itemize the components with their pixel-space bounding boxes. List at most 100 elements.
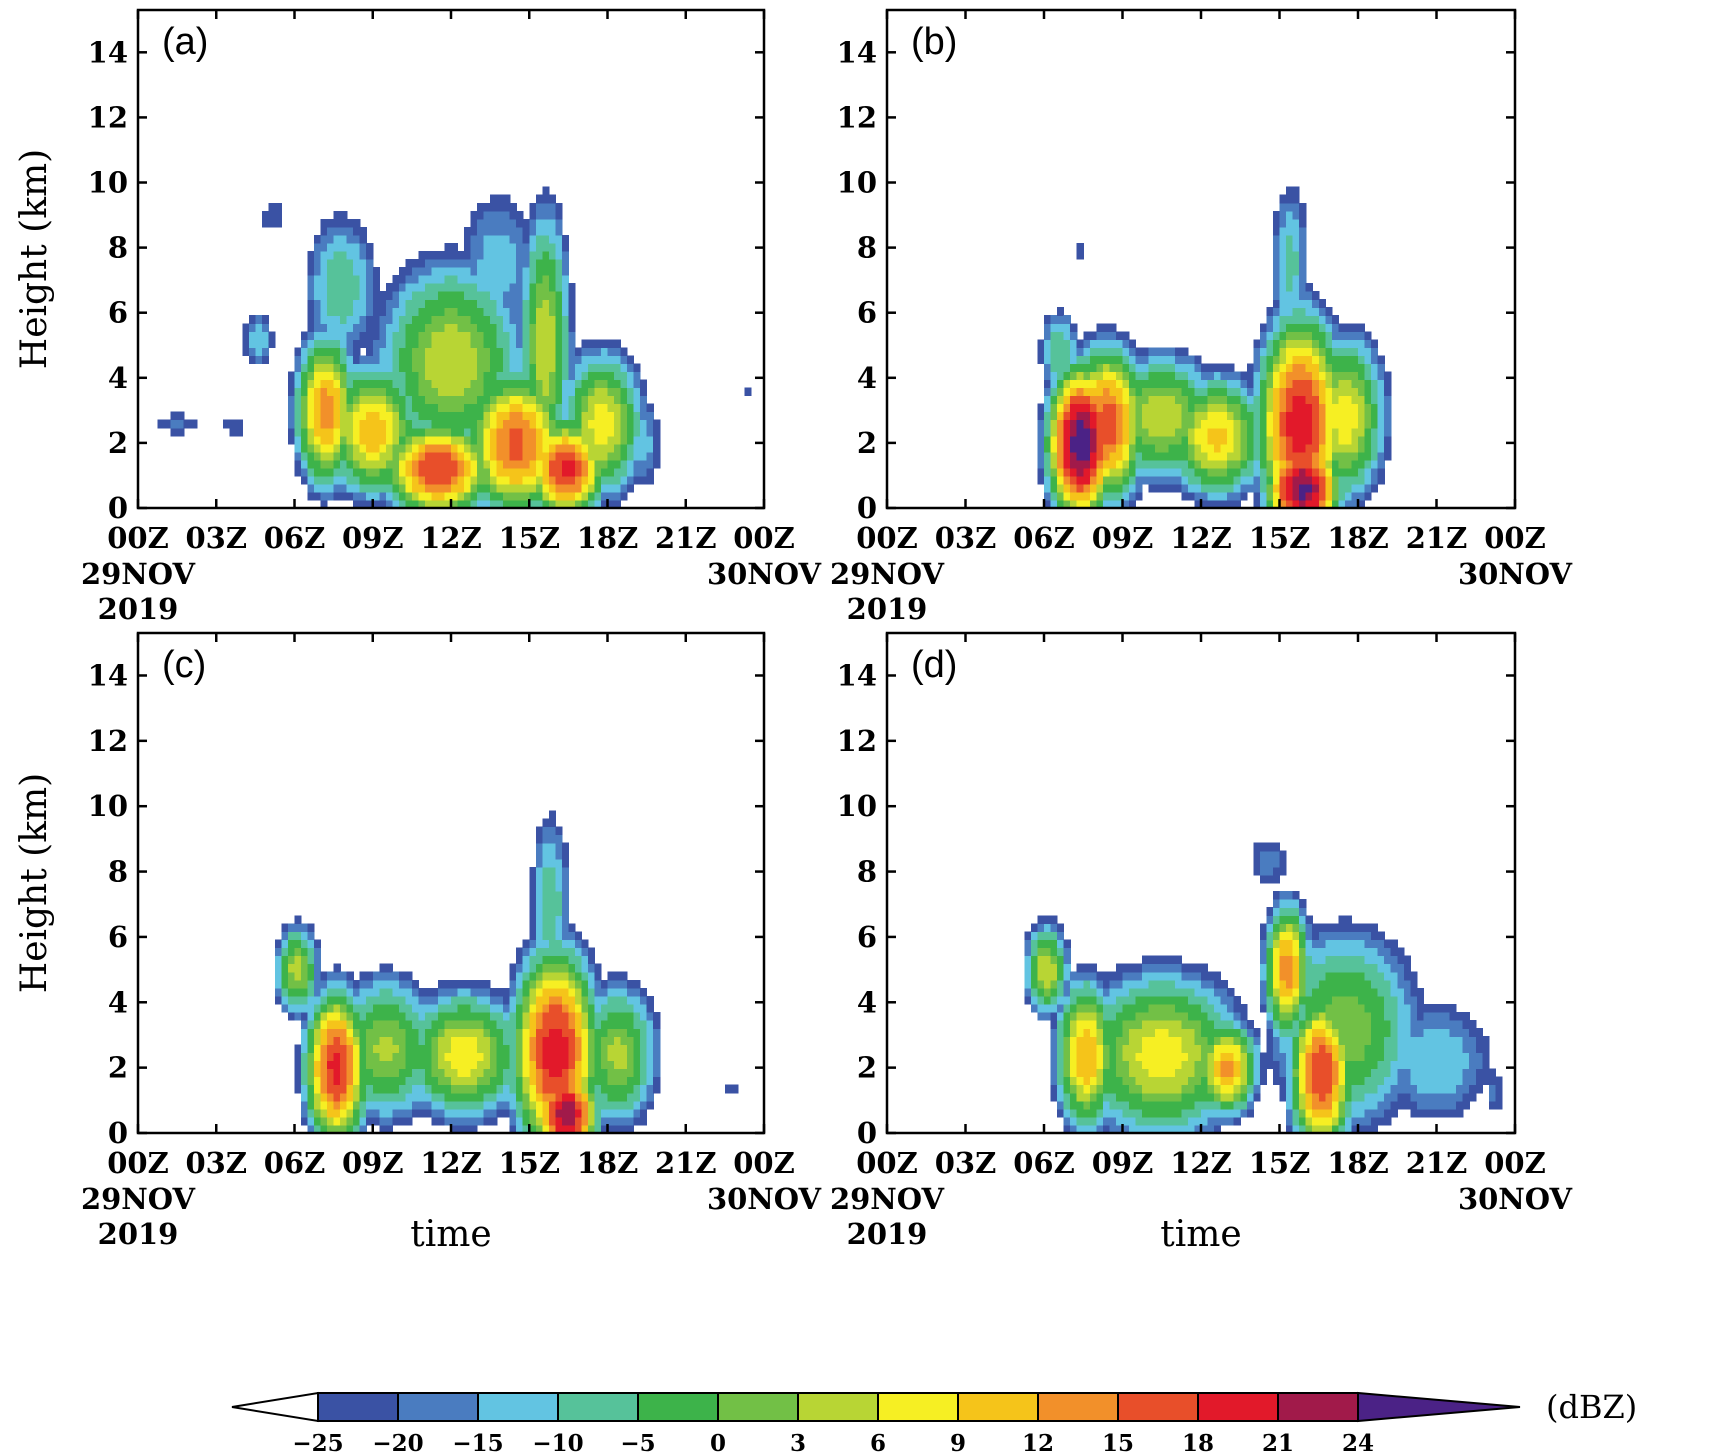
- contour-cell: [1325, 427, 1333, 437]
- contour-cell: [372, 331, 380, 340]
- contour-cell: [327, 1044, 335, 1053]
- contour-cell: [1266, 491, 1274, 501]
- contour-cell: [509, 250, 517, 260]
- contour-cell: [646, 1068, 654, 1078]
- contour-cell: [503, 419, 511, 429]
- contour-cell: [522, 331, 530, 340]
- contour-cell: [1037, 963, 1045, 973]
- contour-cell: [522, 371, 530, 381]
- contour-cell: [607, 1052, 615, 1062]
- contour-cell: [1063, 355, 1071, 365]
- contour-cell: [1279, 234, 1287, 244]
- contour-cell: [561, 1028, 569, 1037]
- contour-cell: [1044, 435, 1052, 445]
- contour-cell: [1246, 411, 1254, 421]
- contour-cell: [372, 419, 380, 429]
- contour-cell: [405, 387, 413, 397]
- contour-cell: [1161, 427, 1169, 437]
- contour-cell: [1168, 1100, 1176, 1110]
- y-axis-title: Height (km): [14, 773, 55, 993]
- contour-cell: [437, 250, 446, 260]
- contour-cell: [1129, 499, 1137, 509]
- contour-cell: [327, 218, 335, 228]
- contour-cell: [1122, 339, 1130, 348]
- contour-cell: [1155, 955, 1163, 965]
- contour-cell: [1057, 499, 1065, 509]
- contour-cell: [444, 459, 452, 469]
- contour-cell: [1057, 1076, 1065, 1086]
- contour-cell: [1148, 483, 1156, 493]
- contour-cell: [529, 979, 537, 989]
- contour-cell: [1305, 459, 1313, 469]
- contour-cell: [346, 491, 354, 501]
- contour-cell: [607, 1100, 615, 1110]
- contour-cell: [379, 1036, 387, 1045]
- contour-cell: [1233, 379, 1241, 389]
- contour-cell: [1305, 419, 1313, 429]
- contour-cell: [424, 291, 433, 300]
- contour-cell: [398, 1068, 406, 1078]
- contour-cell: [522, 387, 530, 397]
- contour-cell: [1148, 1060, 1156, 1070]
- contour-cell: [1246, 395, 1254, 405]
- contour-cell: [561, 467, 569, 477]
- contour-cell: [1168, 363, 1176, 373]
- contour-cell: [509, 1092, 517, 1102]
- contour-cell: [1201, 435, 1209, 445]
- contour-cell: [1037, 451, 1045, 461]
- contour-cell: [464, 995, 472, 1005]
- contour-cell: [529, 987, 537, 997]
- contour-cell: [333, 1068, 341, 1078]
- contour-cell: [359, 259, 367, 268]
- contour-cell: [1351, 419, 1359, 429]
- contour-cell: [333, 363, 341, 373]
- contour-cell: [503, 491, 511, 501]
- contour-cell: [451, 387, 459, 397]
- contour-cell: [405, 1036, 413, 1045]
- contour-cell: [1057, 923, 1065, 932]
- contour-cell: [464, 307, 472, 316]
- contour-cell: [392, 1084, 400, 1094]
- contour-cell: [627, 995, 635, 1005]
- contour-cell: [1272, 291, 1281, 300]
- contour-cell: [1338, 379, 1346, 389]
- contour-cell: [516, 210, 524, 220]
- contour-cell: [620, 355, 628, 365]
- contour-cell: [1076, 403, 1084, 413]
- contour-cell: [503, 331, 511, 340]
- contour-cell: [529, 491, 537, 501]
- contour-cell: [516, 1124, 524, 1134]
- contour-cell: [1194, 1060, 1202, 1070]
- contour-cell: [1174, 995, 1182, 1005]
- contour-cell: [301, 955, 309, 965]
- contour-cell: [294, 1052, 302, 1062]
- contour-cell: [1318, 299, 1326, 308]
- contour-cell: [490, 379, 498, 389]
- contour-cell: [522, 395, 530, 405]
- panel-label: (c): [162, 644, 206, 686]
- contour-cell: [1181, 1012, 1189, 1021]
- contour-cell: [444, 1116, 452, 1126]
- contour-cell: [522, 307, 530, 316]
- contour-cell: [1063, 395, 1071, 405]
- contour-cell: [1070, 491, 1078, 501]
- contour-cell: [555, 459, 563, 469]
- contour-cell: [529, 1068, 537, 1078]
- contour-cell: [379, 427, 387, 437]
- contour-cell: [1148, 435, 1156, 445]
- contour-cell: [1187, 1003, 1196, 1013]
- contour-cell: [516, 1100, 524, 1110]
- contour-cell: [1044, 451, 1052, 461]
- contour-cell: [1096, 987, 1104, 997]
- contour-cell: [457, 987, 465, 997]
- contour-cell: [1050, 355, 1058, 365]
- contour-cell: [503, 347, 511, 356]
- contour-cell: [529, 371, 537, 381]
- contour-cell: [1351, 363, 1359, 373]
- contour-cell: [1344, 363, 1353, 373]
- contour-cell: [1037, 411, 1045, 421]
- contour-cell: [372, 1020, 380, 1029]
- contour-cell: [287, 387, 296, 397]
- contour-cell: [1070, 1060, 1078, 1070]
- contour-cell: [340, 291, 348, 300]
